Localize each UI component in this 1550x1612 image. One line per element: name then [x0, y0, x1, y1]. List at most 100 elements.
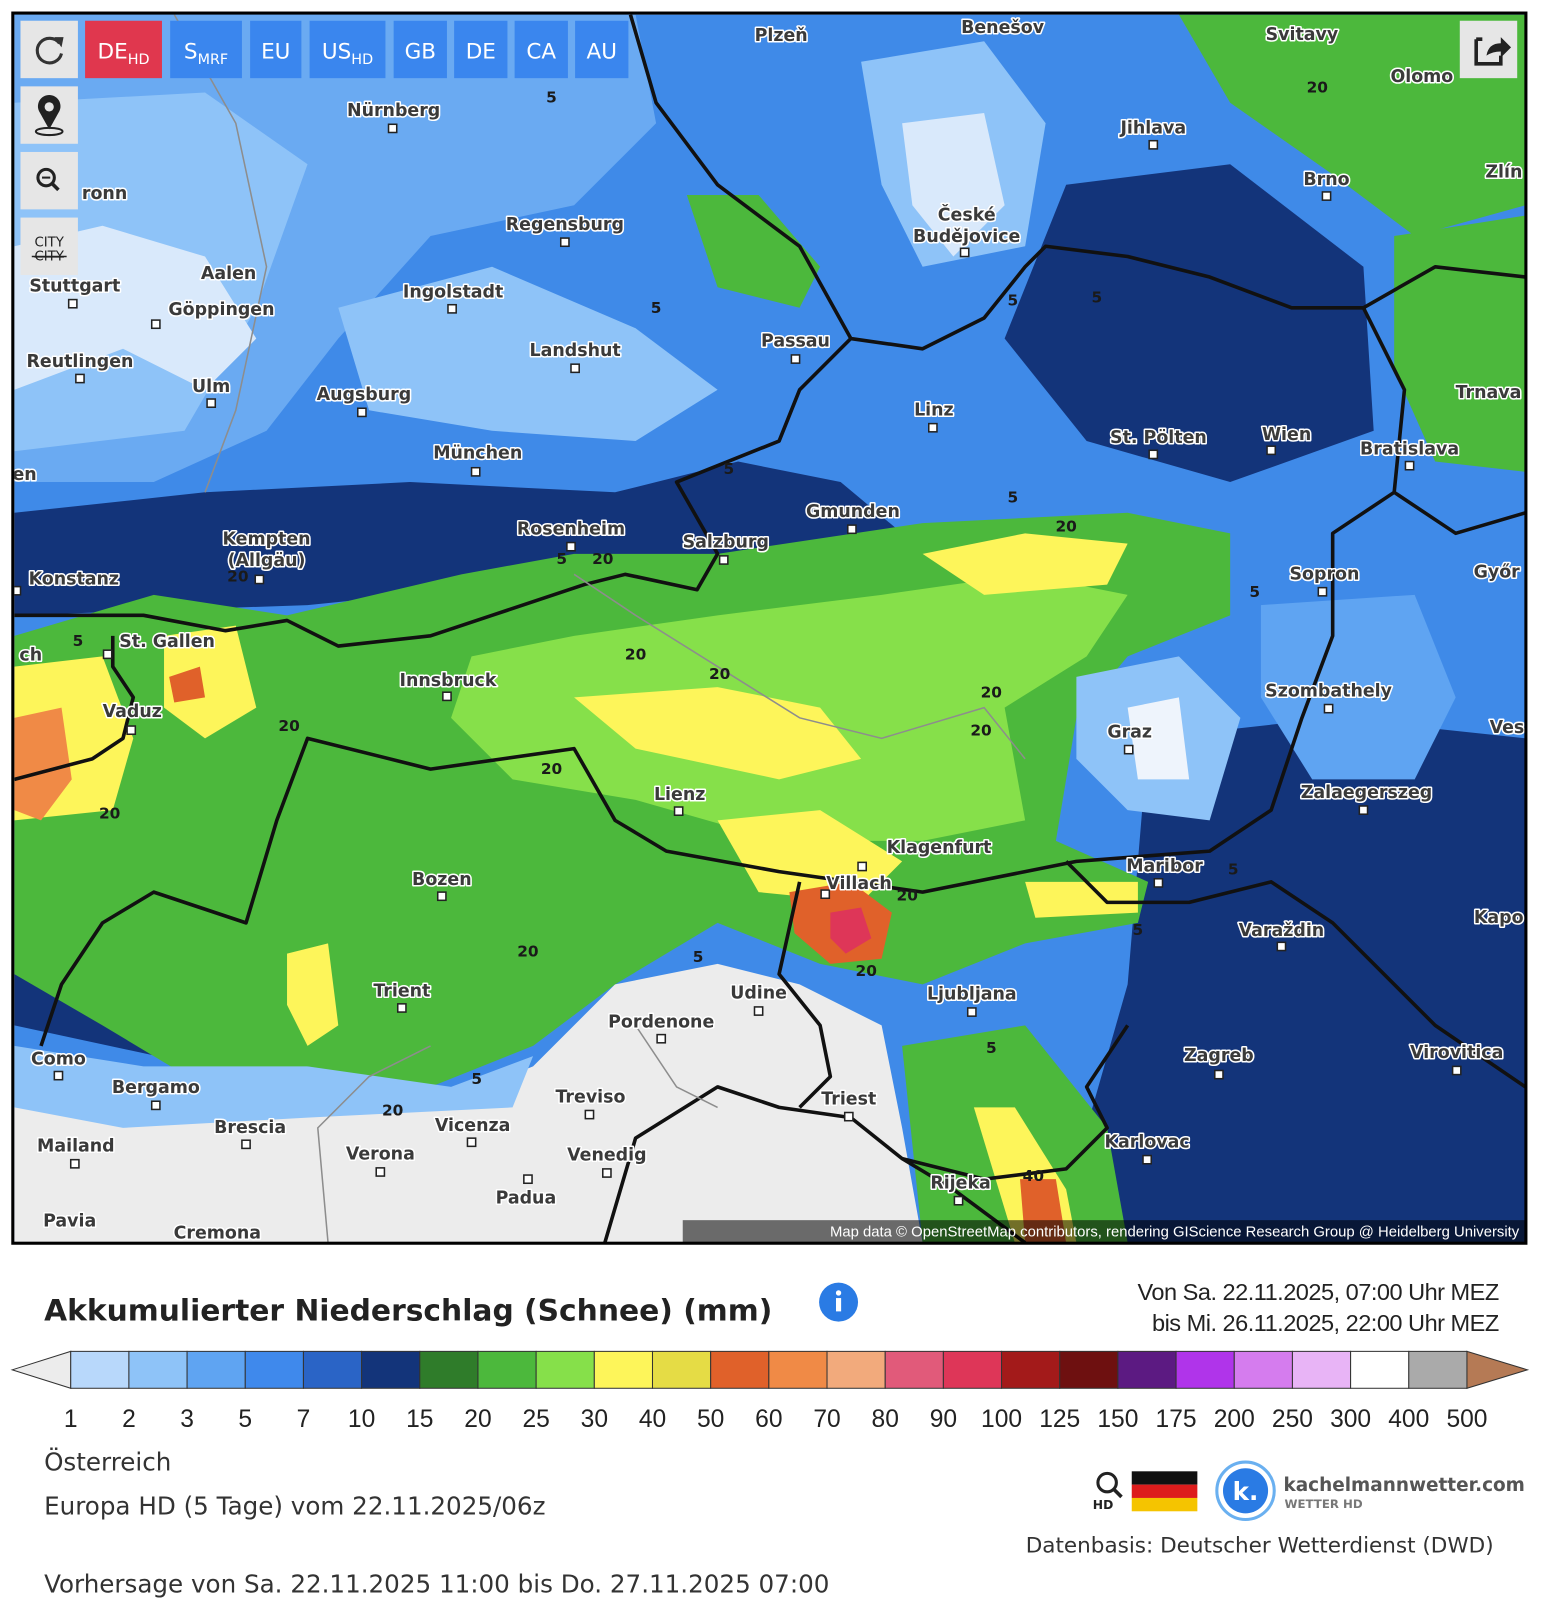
city-label: Udine — [730, 984, 787, 1004]
city-label: Zlín — [1485, 163, 1522, 183]
colorbar-tick-label: 400 — [1388, 1406, 1429, 1433]
colorbar-segment — [710, 1350, 770, 1389]
colorbar-tick-label: 200 — [1214, 1406, 1255, 1433]
button-bg — [85, 20, 162, 79]
toolbar: CITY CITY DEHD SMRF EU USHD GB DE CA AU — [20, 20, 1518, 275]
button-main: CA — [526, 40, 556, 65]
colorbar-segment — [1233, 1350, 1293, 1389]
contour-label: 20 — [541, 760, 562, 778]
city-dot — [1317, 586, 1328, 597]
colorbar-segment — [1117, 1350, 1177, 1389]
logo-letter: k. — [1233, 1477, 1259, 1506]
button-bg — [514, 20, 568, 79]
city-dot — [1323, 703, 1334, 714]
city-label: Triest — [821, 1089, 876, 1109]
city-label: Innsbruck — [400, 671, 497, 691]
precip-area — [14, 1045, 534, 1128]
city-dot — [966, 1007, 977, 1017]
model-button[interactable]: DE — [454, 20, 508, 79]
city-label: Virovitica — [1410, 1043, 1503, 1063]
city-label: Brno — [1303, 170, 1349, 190]
contour-label: 20 — [709, 665, 730, 683]
city-label: Treviso — [555, 1087, 625, 1107]
city-toggle-button[interactable]: CITY CITY — [20, 217, 78, 275]
button-main: EU — [261, 40, 290, 65]
contour-label: 5 — [651, 299, 662, 317]
contour-label: 5 — [73, 632, 84, 650]
colorbar-segment — [70, 1350, 130, 1389]
city-dot — [150, 1100, 161, 1111]
colorbar-segment — [768, 1350, 828, 1389]
model-button[interactable]: USHD — [309, 20, 386, 79]
reload-button[interactable] — [20, 20, 78, 79]
legend: Akkumulierter Niederschlag (Schnee) (mm)… — [10, 1279, 1530, 1433]
city-dot — [1214, 1069, 1224, 1080]
city-label: Pavia — [43, 1211, 96, 1231]
city-dot — [102, 649, 113, 660]
city-label: Villach — [826, 874, 892, 894]
colorbar-tick-label: 60 — [755, 1406, 782, 1433]
city-dot — [396, 1003, 407, 1013]
contour-label: 20 — [517, 943, 538, 961]
colorbar-segment — [477, 1350, 537, 1389]
colorbar-segment — [186, 1350, 246, 1389]
city-dot — [1266, 445, 1277, 456]
border — [39, 306, 1407, 1047]
city-label: Landshut — [530, 341, 621, 361]
share-button[interactable] — [1459, 20, 1518, 79]
logo[interactable]: HD k. kachelmannwetter.com WETTER HD — [1093, 1460, 1525, 1522]
border — [14, 635, 136, 782]
city-label: Como — [31, 1049, 86, 1069]
border — [1064, 860, 1526, 1089]
city-label: Zalaegerszeg — [1301, 783, 1433, 803]
colorbar-segment — [1350, 1350, 1410, 1389]
city-label: Varaždin — [1239, 921, 1325, 941]
city-label: Svitavy — [1266, 25, 1339, 45]
zoom-button[interactable] — [20, 151, 78, 210]
info-button[interactable] — [819, 1282, 859, 1322]
city-dot — [602, 1168, 612, 1178]
city-label: Pordenone — [608, 1012, 714, 1032]
city-dot — [357, 407, 367, 418]
colorbar-segment — [1291, 1350, 1352, 1389]
border — [628, 14, 1526, 351]
model-button[interactable]: EU — [250, 20, 302, 79]
contour-label: 20 — [856, 962, 877, 980]
model-button[interactable]: GB — [393, 20, 447, 79]
city-label: Graz — [1107, 722, 1152, 742]
contour-label: 20 — [625, 645, 646, 663]
precip-area — [1004, 164, 1374, 483]
city-dot — [126, 725, 137, 736]
city-label: Ulm — [192, 377, 230, 397]
city-dot — [523, 1174, 533, 1185]
state-borders — [173, 14, 1026, 1243]
colorbar-segment — [535, 1350, 595, 1389]
colorbar-tick-label: 1 — [64, 1406, 78, 1433]
city-label: Bozen — [412, 870, 472, 890]
button-bg — [575, 20, 629, 79]
model-button[interactable]: SMRF — [170, 20, 242, 79]
city-dot — [1358, 805, 1369, 815]
precip-area — [1127, 697, 1190, 780]
city-dot — [387, 123, 398, 134]
model-button[interactable]: AU — [575, 20, 629, 79]
city-dot — [847, 524, 857, 535]
city-label: Salzburg — [683, 533, 769, 553]
contour-label: 20 — [1307, 79, 1328, 97]
city-dot — [656, 1033, 667, 1044]
colorbar-tick-label: 3 — [180, 1406, 194, 1433]
city-label: Bratislava — [1360, 439, 1459, 459]
location-button[interactable] — [20, 86, 78, 144]
button-bg — [454, 20, 508, 79]
city-label: Mailand — [37, 1136, 115, 1156]
city-label: Karlovac — [1105, 1132, 1190, 1152]
precip-area — [902, 113, 1005, 257]
map[interactable]: 5 5 5 5 5 5 5 5 5 5 5 5 5 5 20 20 20 20 20 20 20 20 20 20 20 20 20… — [0, 0, 1550, 1261]
city-label: Rosenheim — [517, 519, 625, 539]
city-dot — [857, 861, 868, 872]
model-button[interactable]: DEHD — [85, 20, 162, 79]
city-dot — [67, 298, 78, 309]
model-button[interactable]: CA — [514, 20, 568, 79]
city-label: Kempten — [222, 530, 310, 550]
